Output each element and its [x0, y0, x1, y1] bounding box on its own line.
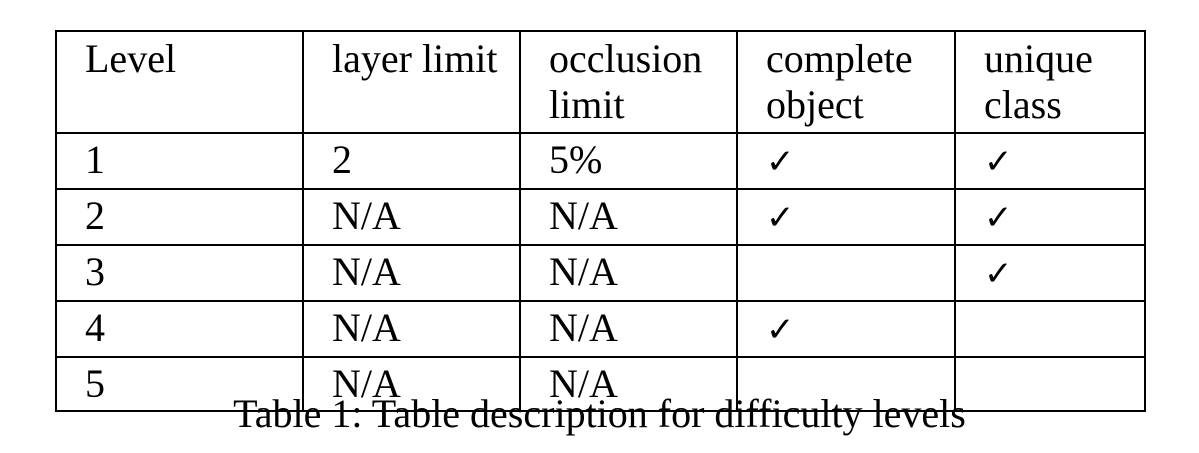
difficulty-levels-table: Level layer limit occlusion limit comple…	[55, 30, 1146, 412]
cell-unique-class: ✓	[954, 132, 1146, 190]
checkmark-icon: ✓	[766, 310, 795, 350]
cell-occlusion-limit: 5%	[519, 132, 738, 190]
header-unique-class: unique class	[954, 30, 1146, 134]
cell-layer-limit: N/A	[302, 188, 521, 246]
table-row: 3 N/A N/A ✓	[55, 244, 1146, 302]
checkmark-icon: ✓	[984, 198, 1013, 238]
table-header-row: Level layer limit occlusion limit comple…	[55, 30, 1146, 134]
cell-complete-object: ✓	[736, 300, 956, 358]
cell-level: 1	[55, 132, 304, 190]
checkmark-icon: ✓	[984, 142, 1013, 182]
cell-level: 5	[55, 356, 304, 412]
table-row: 1 2 5% ✓ ✓	[55, 132, 1146, 190]
cell-layer-limit: N/A	[302, 356, 521, 412]
header-complete-object: complete object	[736, 30, 956, 134]
cell-level: 4	[55, 300, 304, 358]
cell-layer-limit: 2	[302, 132, 521, 190]
cell-occlusion-limit: N/A	[519, 300, 738, 358]
header-layer-limit: layer limit	[302, 30, 521, 134]
cell-level: 2	[55, 188, 304, 246]
cell-complete-object	[736, 356, 956, 412]
difficulty-table-container: Level layer limit occlusion limit comple…	[55, 30, 1146, 412]
cell-layer-limit: N/A	[302, 300, 521, 358]
cell-unique-class: ✓	[954, 188, 1146, 246]
cell-occlusion-limit: N/A	[519, 356, 738, 412]
cell-complete-object	[736, 244, 956, 302]
header-level: Level	[55, 30, 304, 134]
checkmark-icon: ✓	[766, 198, 795, 238]
table-caption: Table 1: Table description for difficult…	[233, 391, 966, 436]
table-row: 5 N/A N/A	[55, 356, 1146, 412]
cell-occlusion-limit: N/A	[519, 188, 738, 246]
cell-unique-class: ✓	[954, 244, 1146, 302]
table-row: 4 N/A N/A ✓	[55, 300, 1146, 358]
checkmark-icon: ✓	[766, 142, 795, 182]
header-occlusion-limit: occlusion limit	[519, 30, 738, 134]
cell-occlusion-limit: N/A	[519, 244, 738, 302]
table-body: 1 2 5% ✓ ✓ 2 N/A N/A ✓ ✓ 3 N/A N/A ✓ 4 N/A N/A ✓ 5 N/A N/A	[55, 132, 1146, 412]
cell-level: 3	[55, 244, 304, 302]
table-row: 2 N/A N/A ✓ ✓	[55, 188, 1146, 246]
cell-unique-class	[954, 300, 1146, 358]
cell-complete-object: ✓	[736, 188, 956, 246]
cell-unique-class	[954, 356, 1146, 412]
checkmark-icon: ✓	[984, 254, 1013, 294]
cell-complete-object: ✓	[736, 132, 956, 190]
cell-layer-limit: N/A	[302, 244, 521, 302]
